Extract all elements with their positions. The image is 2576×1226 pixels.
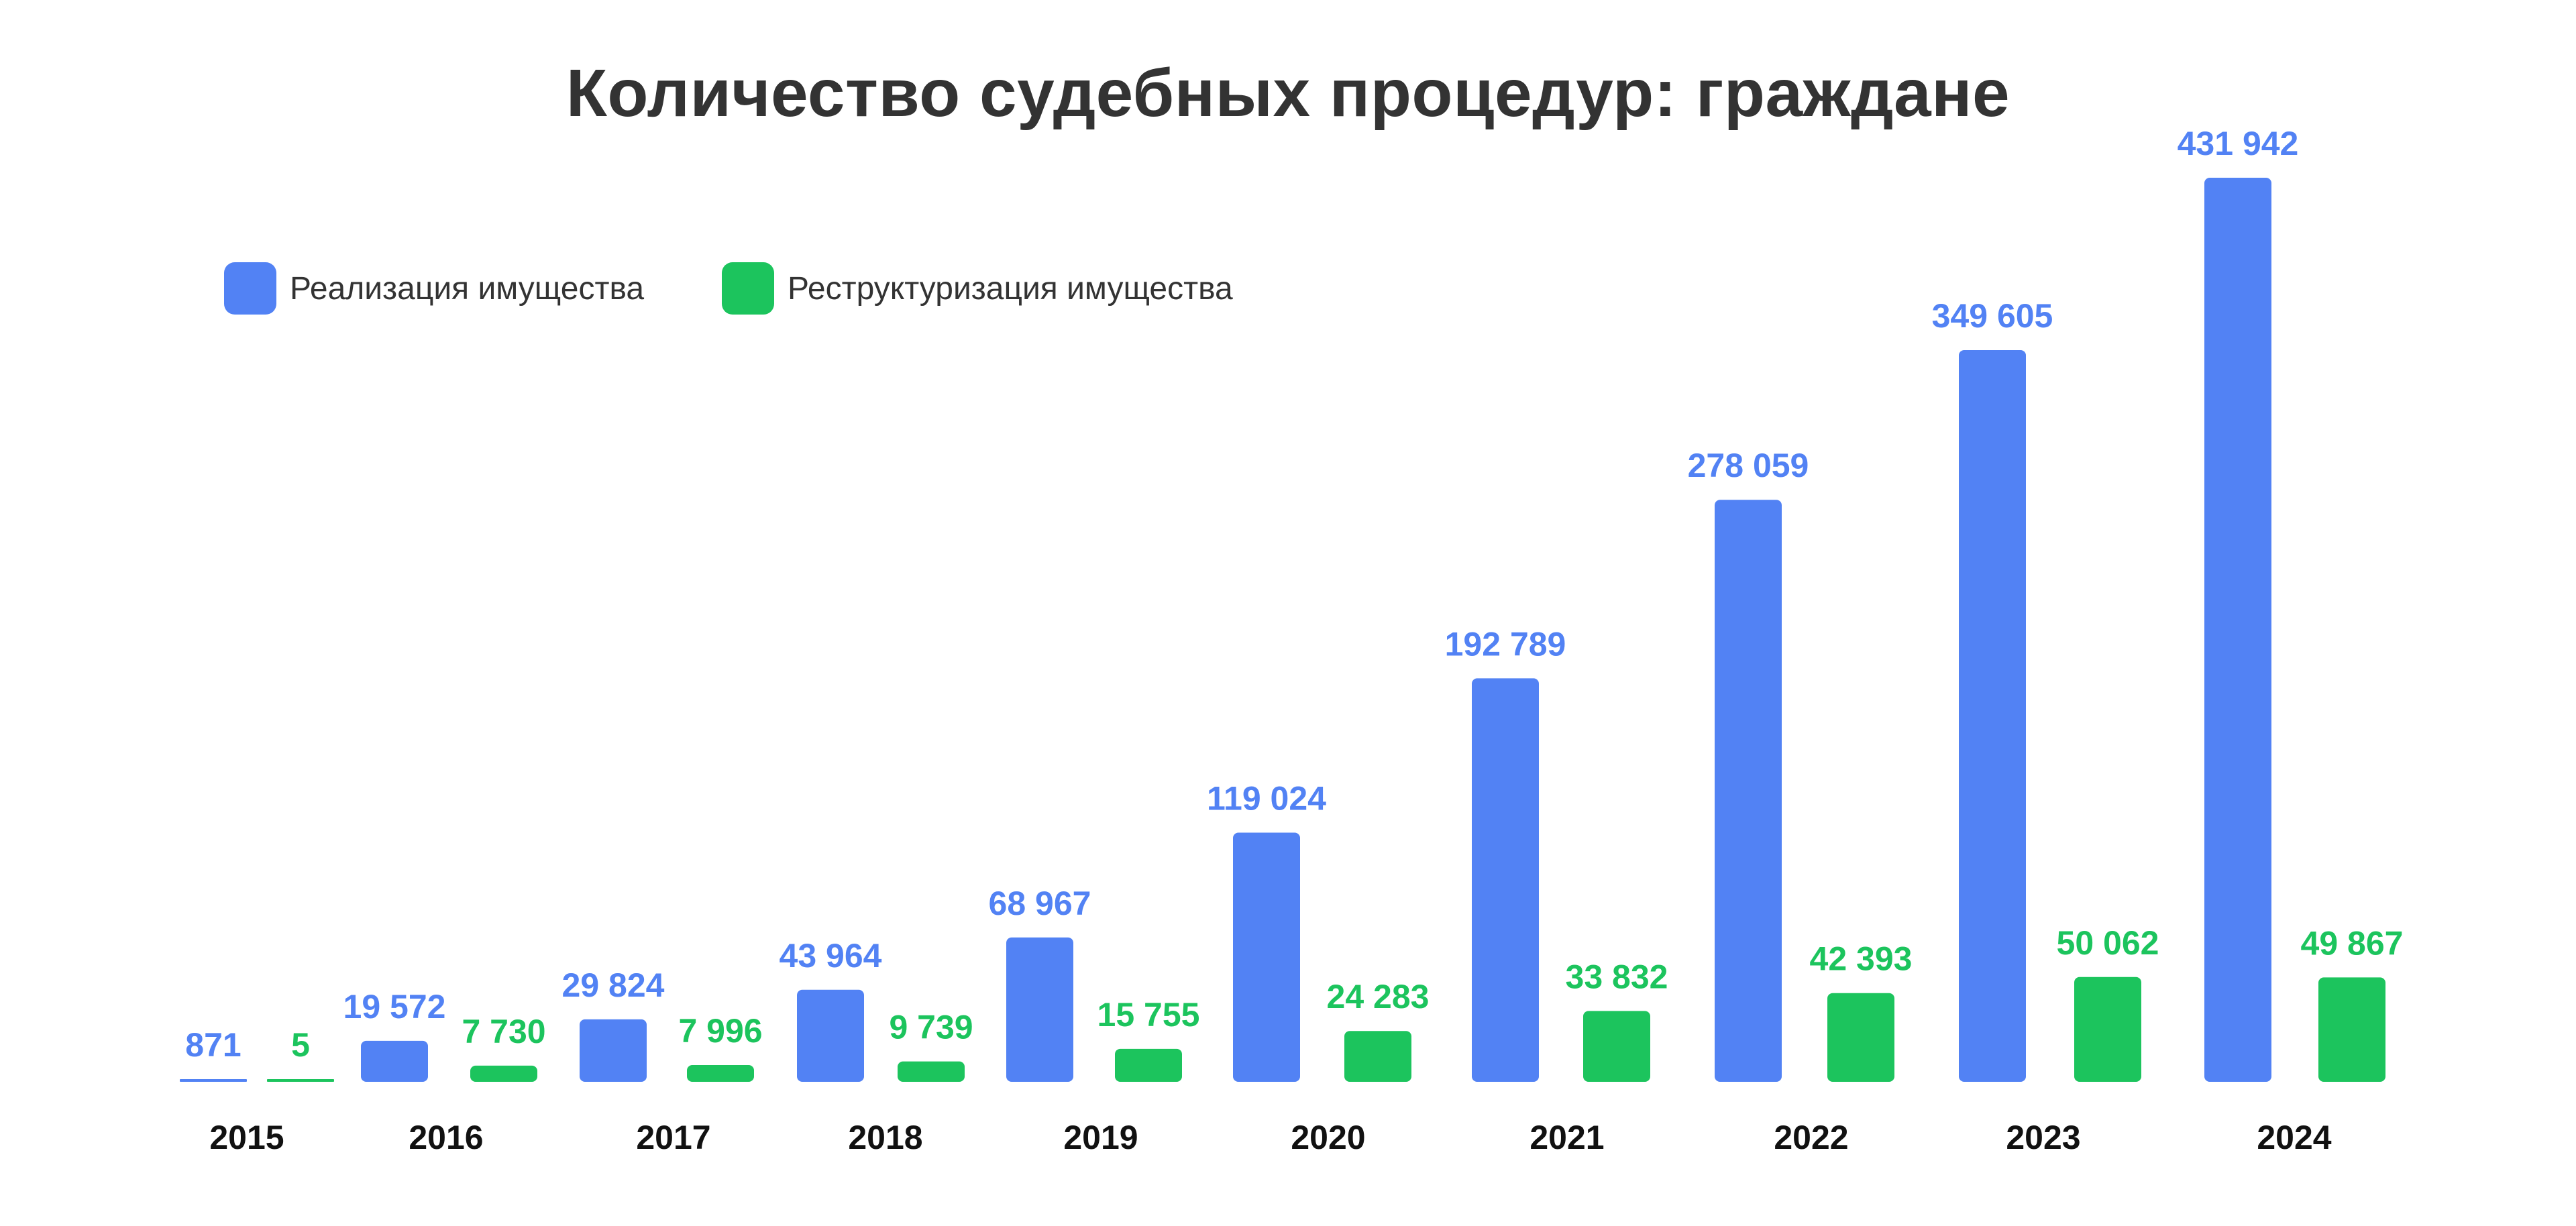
value-label-realization-2023: 349 605	[1932, 297, 2053, 335]
bar-restructuring-2024	[2318, 977, 2385, 1082]
bar-restructuring-2020	[1344, 1031, 1411, 1082]
legend-item-realization: Реализация имущества	[224, 262, 644, 315]
bar-restructuring-2015	[267, 1079, 334, 1082]
bar-restructuring-2017	[687, 1065, 754, 1082]
bar-restructuring-2023	[2074, 977, 2141, 1082]
x-tick-label-2016: 2016	[409, 1119, 483, 1156]
bar-restructuring-2016	[470, 1065, 537, 1082]
chart-title: Количество судебных процедур: граждане	[566, 56, 2010, 131]
value-label-restructuring-2016: 7 730	[462, 1013, 545, 1050]
x-tick-label-2023: 2023	[2006, 1119, 2080, 1156]
value-label-restructuring-2020: 24 283	[1327, 978, 1430, 1015]
value-label-restructuring-2024: 49 867	[2301, 924, 2404, 962]
x-tick-label-2019: 2019	[1063, 1119, 1138, 1156]
value-label-restructuring-2019: 15 755	[1097, 996, 1200, 1034]
bar-realization-2016	[361, 1040, 428, 1082]
bar-realization-2024	[2204, 178, 2271, 1082]
bar-realization-2015	[180, 1079, 247, 1082]
bar-restructuring-2021	[1583, 1011, 1650, 1082]
value-label-realization-2020: 119 024	[1207, 780, 1326, 818]
legend-swatch-realization	[224, 262, 276, 315]
value-label-realization-2022: 278 059	[1688, 447, 1809, 484]
value-label-realization-2018: 43 964	[780, 937, 882, 974]
legend-swatch-restructuring	[722, 262, 774, 315]
bar-restructuring-2022	[1827, 993, 1894, 1082]
bar-realization-2018	[797, 989, 864, 1082]
bar-realization-2021	[1472, 678, 1539, 1082]
bar-realization-2023	[1959, 349, 2026, 1082]
bar-realization-2019	[1006, 937, 1073, 1082]
value-label-restructuring-2022: 42 393	[1810, 940, 1913, 978]
x-tick-label-2015: 2015	[209, 1119, 284, 1156]
bar-restructuring-2019	[1115, 1048, 1182, 1082]
value-label-realization-2016: 19 572	[343, 988, 446, 1025]
legend-label-realization: Реализация имущества	[290, 270, 645, 306]
legend-label-restructuring: Реструктуризация имущества	[788, 270, 1233, 306]
value-label-realization-2015: 871	[185, 1026, 241, 1064]
value-label-realization-2017: 29 824	[562, 966, 665, 1004]
x-tick-label-2022: 2022	[1774, 1119, 1848, 1156]
value-label-realization-2019: 68 967	[989, 885, 1091, 922]
value-label-restructuring-2018: 9 739	[889, 1009, 973, 1046]
x-tick-label-2018: 2018	[848, 1119, 922, 1156]
legend-item-restructuring: Реструктуризация имущества	[722, 262, 1233, 315]
value-label-restructuring-2021: 33 832	[1566, 958, 1668, 995]
x-tick-label-2017: 2017	[636, 1119, 710, 1156]
bar-realization-2017	[580, 1019, 647, 1082]
value-label-restructuring-2017: 7 996	[678, 1012, 762, 1050]
value-label-realization-2024: 431 942	[2178, 125, 2299, 162]
x-tick-label-2021: 2021	[1529, 1119, 1604, 1156]
value-label-restructuring-2015: 5	[291, 1026, 310, 1064]
x-tick-label-2024: 2024	[2257, 1119, 2331, 1156]
value-label-realization-2021: 192 789	[1445, 625, 1566, 663]
bar-restructuring-2018	[898, 1061, 965, 1082]
bar-realization-2022	[1715, 500, 1782, 1082]
x-tick-label-2020: 2020	[1291, 1119, 1365, 1156]
value-label-restructuring-2023: 50 062	[2057, 924, 2159, 962]
bar-realization-2020	[1233, 832, 1300, 1082]
